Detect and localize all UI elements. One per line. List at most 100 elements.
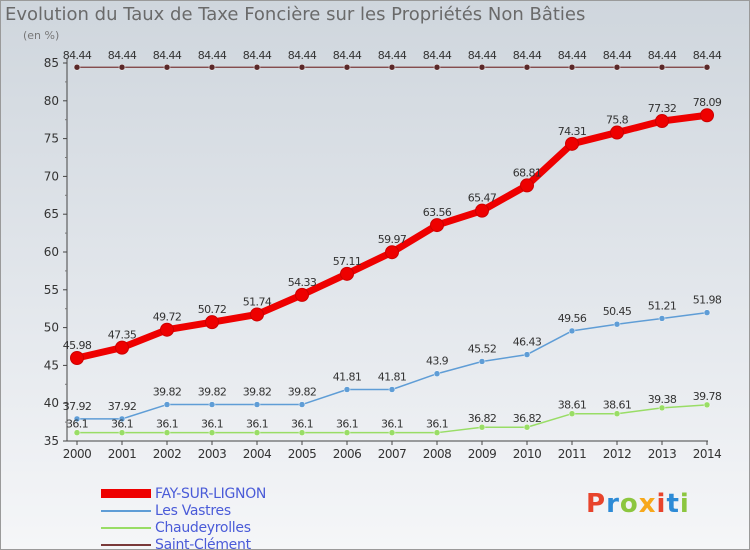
data-point-saint-cl-ment (478, 63, 486, 71)
data-point-fay-sur-lignon (655, 114, 669, 129)
data-point-chaudeyrolles (658, 404, 666, 412)
y-tick-label: 45 (44, 358, 59, 372)
data-point-les-vastres (298, 401, 306, 408)
data-label-les-vastres: 50.45 (603, 305, 632, 318)
data-label-saint-cl-ment: 84.44 (63, 49, 92, 62)
data-point-les-vastres (613, 320, 621, 328)
data-point-les-vastres (388, 386, 396, 393)
data-point-les-vastres (433, 370, 441, 377)
data-point-saint-cl-ment (73, 63, 81, 71)
data-point-saint-cl-ment (568, 63, 576, 71)
legend-swatch (101, 526, 151, 529)
data-label-saint-cl-ment: 84.44 (468, 49, 497, 62)
y-tick-label: 80 (44, 94, 59, 108)
data-point-chaudeyrolles (388, 429, 396, 436)
x-tick-label: 2002 (153, 447, 182, 461)
data-point-fay-sur-lignon (340, 266, 354, 281)
y-tick-label: 40 (44, 396, 59, 410)
data-label-saint-cl-ment: 84.44 (108, 49, 137, 62)
data-label-les-vastres: 51.21 (648, 299, 677, 312)
data-label-fay-sur-lignon: 47.35 (108, 329, 137, 342)
y-tick-label: 65 (44, 207, 59, 221)
data-point-fay-sur-lignon (430, 218, 444, 233)
data-label-les-vastres: 41.81 (333, 371, 362, 384)
y-unit-label: (en %) (23, 29, 60, 42)
data-point-fay-sur-lignon (250, 307, 264, 322)
data-point-les-vastres (478, 358, 486, 365)
data-point-fay-sur-lignon (160, 322, 174, 337)
data-point-fay-sur-lignon (565, 136, 579, 151)
legend-label: Les Vastres (155, 502, 231, 519)
x-tick-label: 2005 (288, 447, 317, 461)
legend-swatch (101, 509, 151, 512)
y-tick-label: 55 (44, 283, 59, 297)
data-point-chaudeyrolles (73, 429, 81, 436)
legend-swatch (101, 489, 151, 498)
legend-swatch (101, 543, 151, 546)
data-label-fay-sur-lignon: 68.81 (513, 166, 542, 179)
data-point-fay-sur-lignon (205, 315, 219, 330)
data-label-les-vastres: 39.82 (198, 386, 227, 399)
data-label-saint-cl-ment: 84.44 (198, 49, 227, 62)
data-label-saint-cl-ment: 84.44 (693, 49, 722, 62)
data-point-chaudeyrolles (253, 429, 261, 436)
data-label-les-vastres: 41.81 (378, 371, 407, 384)
data-point-chaudeyrolles (343, 429, 351, 436)
data-point-saint-cl-ment (343, 63, 351, 71)
data-label-les-vastres: 45.52 (468, 342, 497, 355)
x-tick-label: 2014 (693, 447, 722, 461)
data-point-fay-sur-lignon (610, 125, 624, 140)
data-point-saint-cl-ment (298, 63, 306, 71)
data-label-saint-cl-ment: 84.44 (558, 49, 587, 62)
data-label-fay-sur-lignon: 51.74 (243, 295, 272, 308)
data-label-chaudeyrolles: 36.82 (513, 412, 542, 425)
x-tick-label: 2006 (333, 447, 362, 461)
data-label-chaudeyrolles: 38.61 (603, 399, 632, 412)
data-label-saint-cl-ment: 84.44 (333, 49, 362, 62)
data-point-saint-cl-ment (613, 63, 621, 71)
legend-item: FAY-SUR-LIGNON (101, 485, 266, 502)
legend-item: Saint-Clément (101, 536, 266, 549)
data-label-chaudeyrolles: 36.1 (246, 418, 268, 431)
data-point-saint-cl-ment (523, 63, 531, 71)
data-label-les-vastres: 46.43 (513, 336, 542, 349)
y-tick-label: 70 (44, 169, 59, 183)
data-point-les-vastres (658, 315, 666, 322)
x-tick-label: 2010 (513, 447, 542, 461)
x-tick-label: 2013 (648, 447, 677, 461)
data-label-saint-cl-ment: 84.44 (513, 49, 542, 62)
y-tick-label: 60 (44, 245, 59, 259)
data-label-les-vastres: 37.92 (108, 400, 137, 413)
x-tick-label: 2004 (243, 447, 272, 461)
data-point-saint-cl-ment (703, 63, 711, 71)
proxiti-logo: Proxiti (586, 489, 690, 519)
data-label-fay-sur-lignon: 78.09 (693, 96, 722, 109)
data-label-fay-sur-lignon: 65.47 (468, 192, 497, 205)
data-label-fay-sur-lignon: 54.33 (288, 276, 317, 289)
data-label-fay-sur-lignon: 45.98 (63, 339, 92, 352)
data-label-chaudeyrolles: 38.61 (558, 399, 587, 412)
data-label-saint-cl-ment: 84.44 (288, 49, 317, 62)
data-label-chaudeyrolles: 36.82 (468, 412, 497, 425)
data-label-chaudeyrolles: 39.38 (648, 393, 677, 406)
data-label-chaudeyrolles: 36.1 (381, 418, 403, 431)
data-label-saint-cl-ment: 84.44 (423, 49, 452, 62)
data-point-chaudeyrolles (208, 429, 216, 436)
data-label-chaudeyrolles: 36.1 (156, 418, 178, 431)
data-point-fay-sur-lignon (70, 350, 84, 365)
data-label-chaudeyrolles: 36.1 (201, 418, 223, 431)
data-point-chaudeyrolles (613, 410, 621, 417)
y-tick-label: 35 (44, 434, 59, 448)
data-point-saint-cl-ment (253, 63, 261, 71)
x-tick-label: 2011 (558, 447, 587, 461)
x-tick-label: 2001 (108, 447, 137, 461)
data-point-fay-sur-lignon (475, 203, 489, 218)
data-point-saint-cl-ment (433, 63, 441, 71)
data-label-fay-sur-lignon: 49.72 (153, 311, 182, 324)
x-tick-label: 2000 (63, 447, 92, 461)
data-label-les-vastres: 51.98 (693, 294, 722, 307)
data-point-les-vastres (163, 401, 171, 408)
data-label-les-vastres: 39.82 (153, 386, 182, 399)
